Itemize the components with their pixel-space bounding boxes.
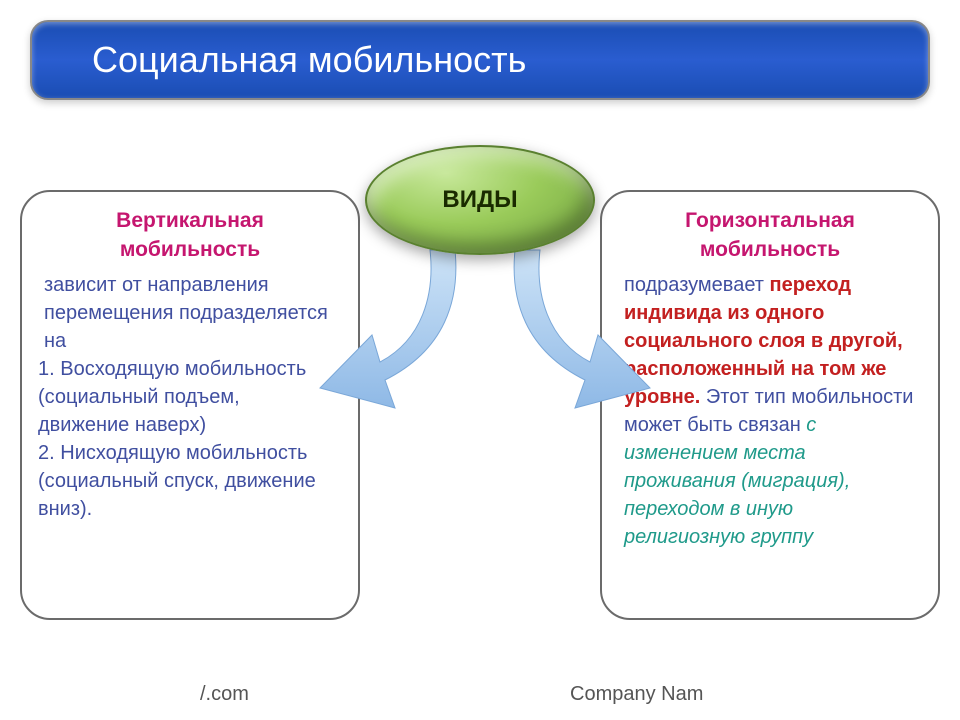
arrow-right [490,240,660,420]
title-bar: Социальная мобильность [30,20,930,100]
footer-right: Company Nam [570,683,703,706]
center-label: ВИДЫ [442,186,517,214]
left-item-1: Восходящую мобильность (социальный подъе… [38,355,336,439]
left-lead: зависит от направления перемещения подра… [44,271,336,355]
left-list: Восходящую мобильность (социальный подъе… [38,355,336,523]
right-body: подразумевает переход индивида из одного… [624,271,916,551]
left-heading: Вертикальная мобильность [44,206,336,265]
left-box: Вертикальная мобильность зависит от напр… [20,190,360,620]
arrow-right-path [514,250,650,408]
left-item-2: Нисходящую мобильность (социальный спуск… [38,439,336,523]
arrow-left-path [320,250,456,408]
footer-left: /.com [200,683,249,706]
page-title: Социальная мобильность [92,39,526,81]
arrow-left [310,240,480,420]
right-heading: Горизонтальная мобильность [624,206,916,265]
center-oval: ВИДЫ [365,145,595,255]
